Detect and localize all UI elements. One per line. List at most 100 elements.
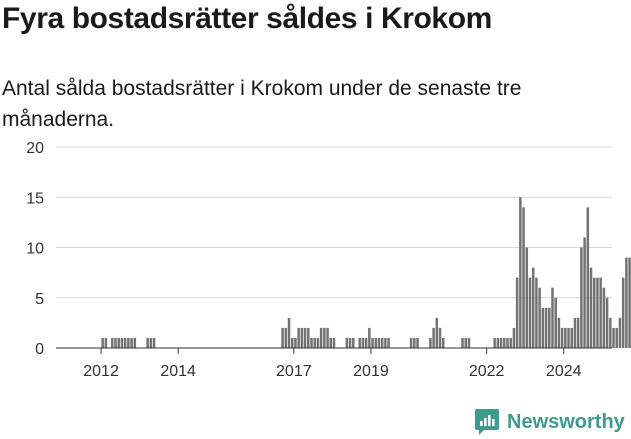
bar	[429, 337, 432, 348]
bar	[364, 337, 368, 348]
bar	[531, 267, 535, 348]
bar	[538, 287, 541, 348]
newsworthy-brand: Newsworthy	[474, 406, 625, 438]
bar	[599, 277, 602, 348]
bar	[114, 337, 117, 348]
x-tick-label: 2014	[160, 363, 196, 380]
bar	[605, 297, 609, 348]
bar	[371, 337, 374, 348]
bar	[612, 327, 615, 348]
bar	[441, 337, 445, 348]
bar	[409, 337, 413, 348]
bar	[544, 307, 548, 348]
bar	[133, 337, 137, 348]
bar	[438, 327, 442, 348]
bar	[127, 337, 130, 348]
bar	[506, 337, 509, 348]
bar	[377, 337, 381, 348]
bar	[573, 317, 577, 348]
bar	[374, 337, 378, 348]
bar	[287, 317, 291, 348]
bar	[615, 327, 618, 348]
bar	[149, 337, 153, 348]
bar	[117, 337, 120, 348]
x-tick-label: 2012	[83, 363, 119, 380]
x-tick-label: 2017	[276, 363, 312, 380]
bar	[560, 327, 564, 348]
bar	[316, 337, 320, 348]
bar	[596, 277, 599, 348]
bar	[329, 337, 333, 348]
bar	[576, 317, 580, 348]
bar	[509, 337, 512, 348]
bar	[512, 327, 516, 348]
bar	[548, 307, 551, 348]
bar	[551, 287, 554, 348]
bar	[435, 317, 439, 348]
bar	[130, 337, 133, 348]
bar	[567, 327, 570, 348]
y-tick-label: 10	[26, 241, 44, 258]
bar	[326, 327, 329, 348]
brand-name: Newsworthy	[507, 410, 625, 433]
bar	[493, 337, 496, 348]
bar	[515, 277, 519, 348]
bar	[387, 337, 390, 348]
bar	[580, 247, 583, 348]
bar	[628, 257, 631, 348]
bar	[564, 327, 567, 348]
bar	[358, 337, 361, 348]
gridlines	[56, 146, 612, 299]
bar	[152, 337, 156, 348]
bar	[625, 257, 628, 348]
y-tick-label: 0	[35, 341, 44, 358]
bar	[348, 337, 352, 348]
y-tick-label: 15	[26, 190, 44, 207]
bar	[535, 277, 538, 348]
bar	[602, 287, 606, 348]
y-axis-labels: 0 5 10 15 20	[26, 140, 44, 358]
bar	[310, 337, 313, 348]
bar	[297, 327, 300, 348]
bar	[361, 337, 365, 348]
bar	[104, 337, 108, 348]
bar	[583, 237, 586, 348]
y-tick-label: 5	[35, 291, 44, 308]
bar	[496, 337, 500, 348]
bar	[541, 307, 545, 348]
bar	[111, 337, 114, 348]
bar	[101, 337, 104, 348]
bar	[294, 337, 297, 348]
bar	[467, 337, 471, 348]
bar	[313, 337, 316, 348]
bar	[123, 337, 127, 348]
bar	[503, 337, 506, 348]
bar	[300, 327, 304, 348]
bar	[281, 327, 284, 348]
x-axis-ticks: 2012 2014 2017 2019 2022 2024	[83, 348, 582, 380]
bar	[380, 337, 384, 348]
bar	[432, 327, 435, 348]
bar	[519, 197, 522, 348]
bar	[621, 277, 625, 348]
bar	[303, 327, 307, 348]
bar	[570, 327, 574, 348]
bar	[120, 337, 124, 348]
bar	[368, 327, 371, 348]
bar	[461, 337, 464, 348]
bar	[522, 207, 525, 348]
bar	[464, 337, 467, 348]
bar	[618, 317, 622, 348]
bar	[307, 327, 310, 348]
bar	[589, 267, 593, 348]
bar	[323, 327, 326, 348]
bar	[525, 247, 529, 348]
bar	[586, 207, 590, 348]
bar	[499, 337, 503, 348]
bar	[413, 337, 416, 348]
x-tick-label: 2019	[353, 363, 389, 380]
bar	[554, 297, 557, 348]
bar	[332, 337, 336, 348]
chart-subtitle: Antal sålda bostadsrätter i Krokom under…	[2, 77, 522, 131]
